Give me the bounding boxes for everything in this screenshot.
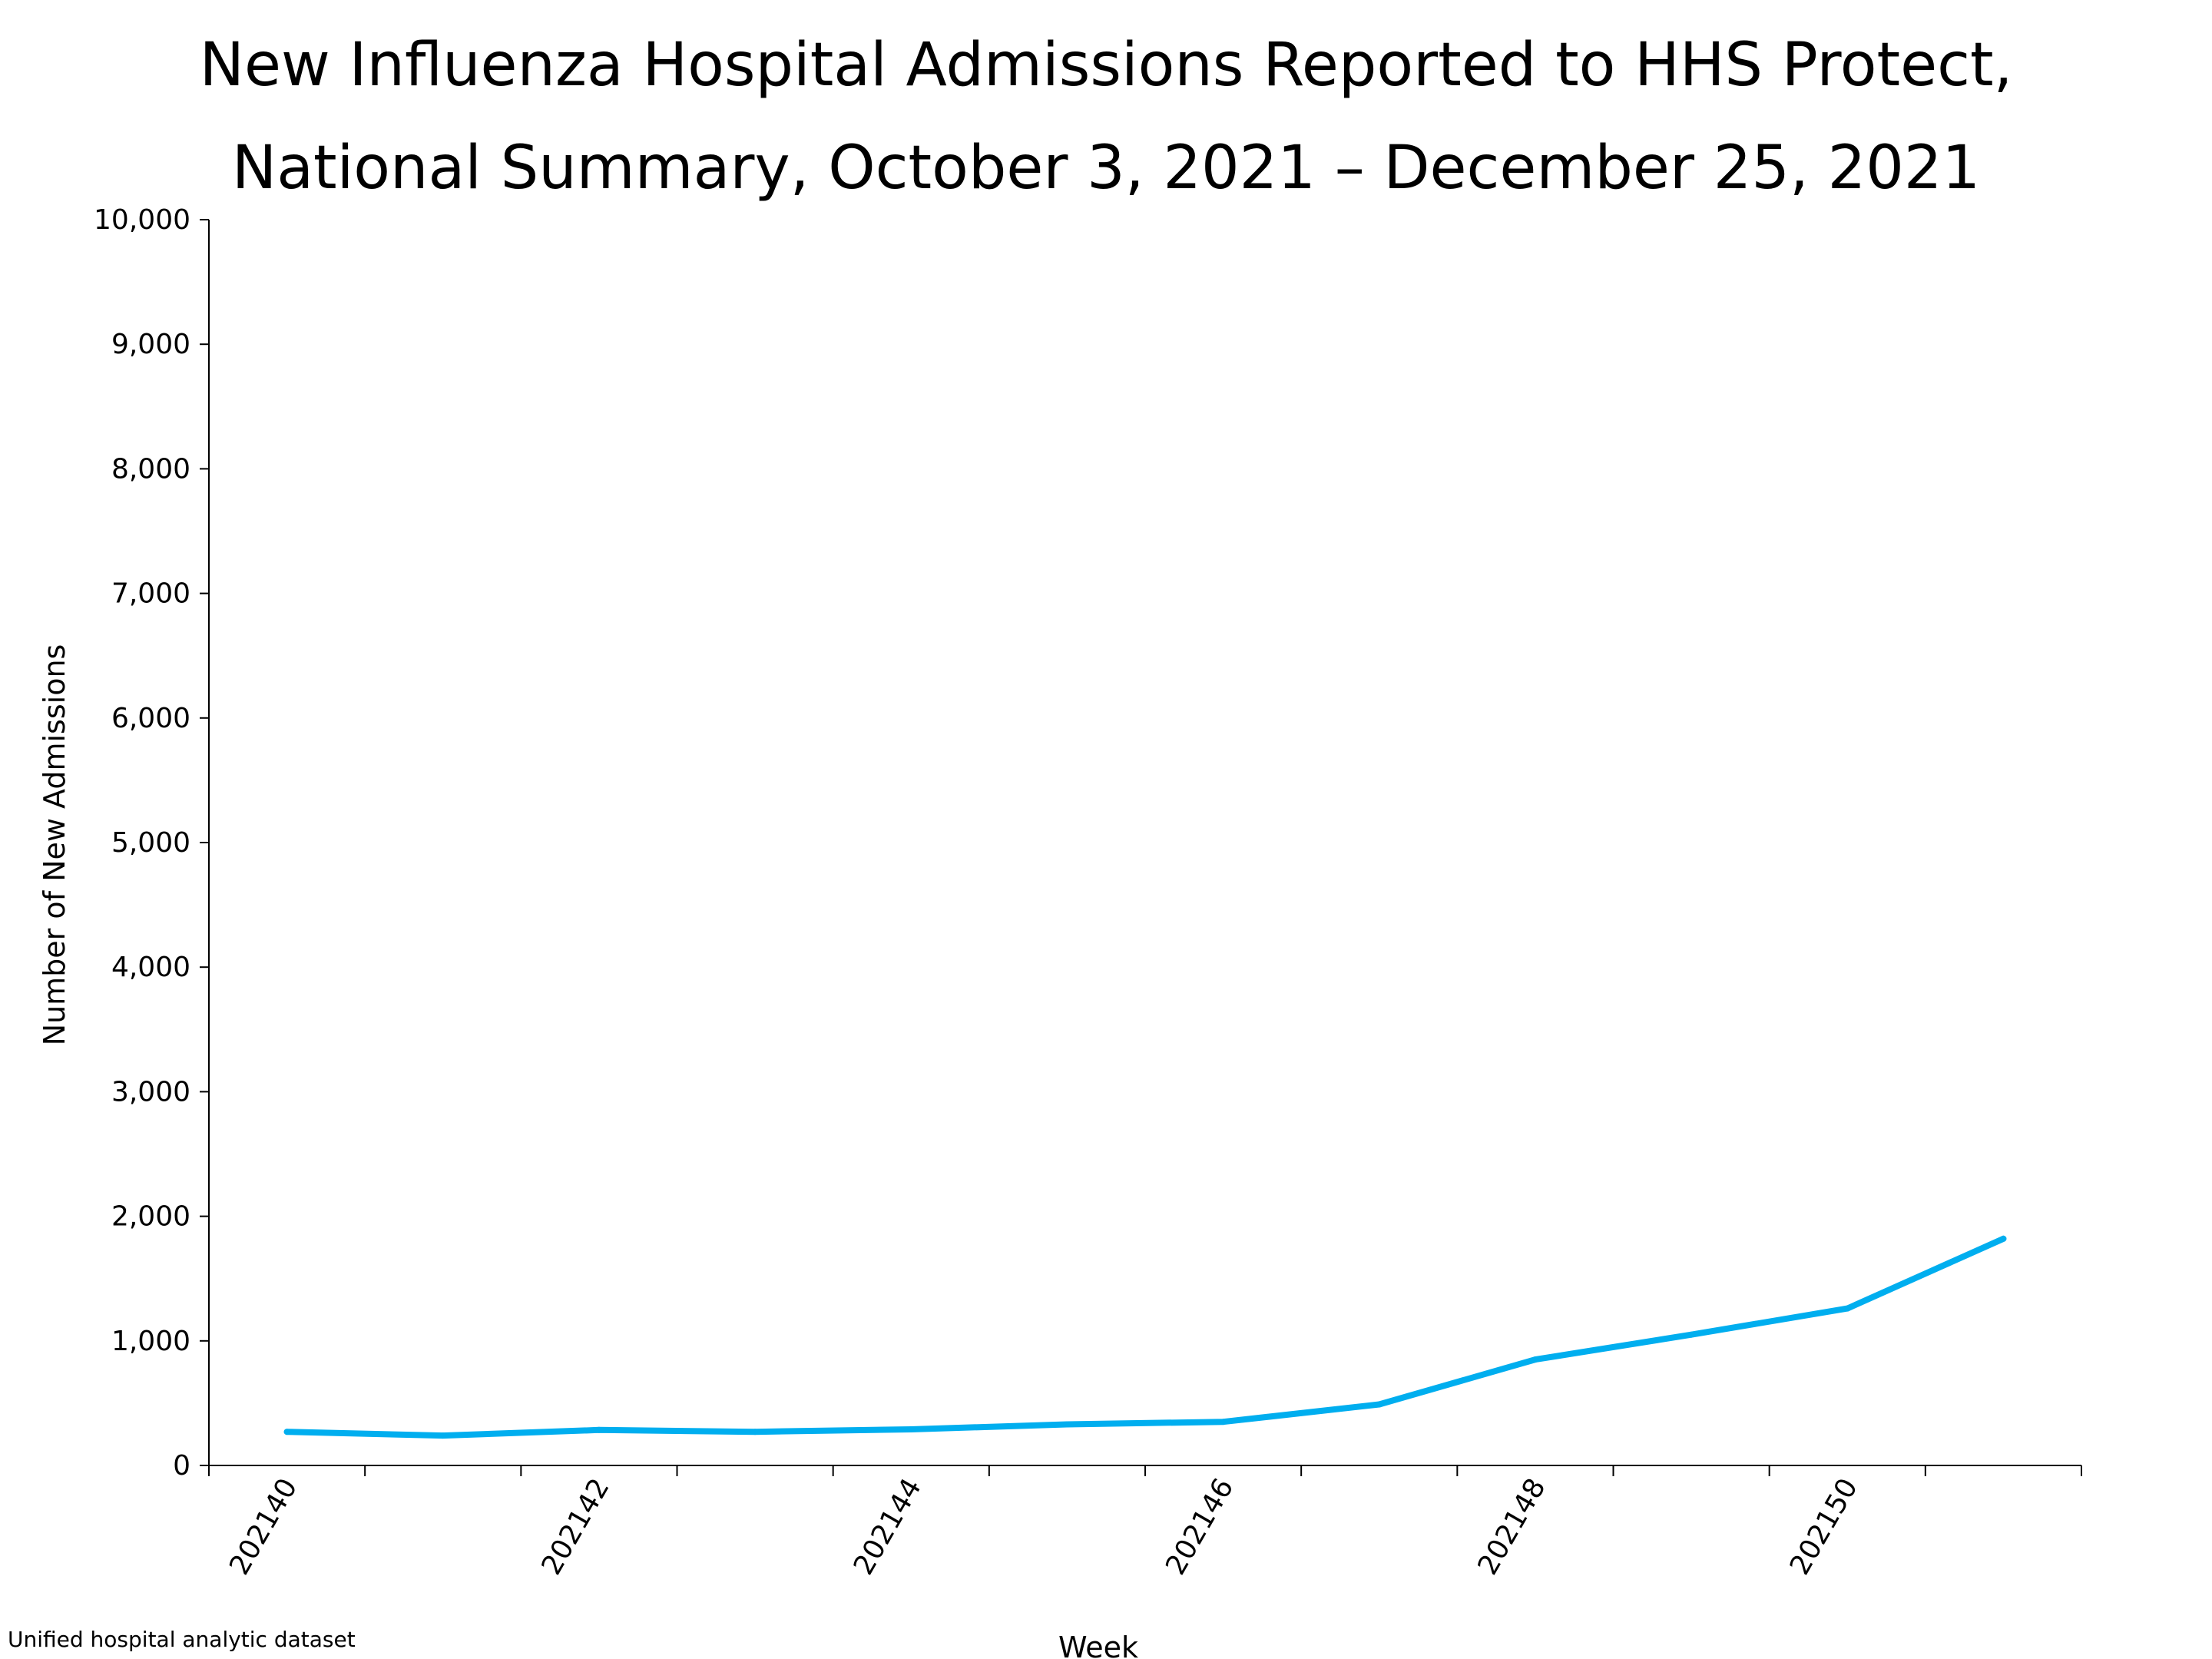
y-tick-label: 4,000: [111, 952, 190, 983]
x-tick-label: 202140: [224, 1473, 303, 1581]
x-tick-label: 202142: [535, 1473, 615, 1581]
y-tick-label: 8,000: [111, 453, 190, 485]
data-point: [2000, 1235, 2007, 1242]
data-point: [1376, 1401, 1382, 1408]
chart-title-line-1: New Influenza Hospital Admissions Report…: [199, 31, 2013, 100]
y-tick-label: 9,000: [111, 329, 190, 360]
y-tick-label: 1,000: [111, 1326, 190, 1357]
data-point: [283, 1429, 290, 1435]
y-axis: 0 1,000 2,000 3,000 4,000 5,000 6,000 7,000 8,00…: [94, 204, 210, 1482]
series-layer: [283, 1235, 2007, 1439]
y-tick-label: 0: [173, 1450, 190, 1482]
y-axis-title: Number of New Admissions: [38, 644, 71, 1046]
data-point: [1532, 1356, 1538, 1363]
y-tick-label: 5,000: [111, 827, 190, 859]
chart-title: New Influenza Hospital Admissions Report…: [0, 14, 2212, 220]
y-tick-label: 7,000: [111, 578, 190, 610]
y-tick-label: 2,000: [111, 1201, 190, 1233]
x-tick-label: 202148: [1472, 1473, 1551, 1581]
data-point: [1220, 1419, 1227, 1426]
y-tick-label: 10,000: [94, 204, 190, 236]
y-tick-label: 6,000: [111, 703, 190, 734]
chart-title-line-2: National Summary, October 3, 2021 – Dece…: [231, 134, 1981, 203]
x-tick-label: 202150: [1784, 1473, 1864, 1581]
data-point: [595, 1426, 602, 1433]
data-point: [1688, 1331, 1695, 1338]
data-point: [908, 1426, 915, 1432]
data-point: [439, 1432, 446, 1439]
x-tick-label: 202144: [848, 1473, 928, 1581]
x-axis: 202140 202142 202144 202146 202148 202150: [208, 1465, 2082, 1581]
data-point: [752, 1429, 759, 1435]
series-line: [283, 1235, 2007, 1439]
data-point: [1064, 1421, 1071, 1428]
source-note: Unified hospital analytic dataset: [8, 1627, 356, 1652]
y-tick-label: 3,000: [111, 1076, 190, 1108]
x-axis-title: Week: [1058, 1631, 1138, 1659]
data-point: [1844, 1305, 1851, 1312]
x-tick-label: 202146: [1160, 1473, 1240, 1581]
